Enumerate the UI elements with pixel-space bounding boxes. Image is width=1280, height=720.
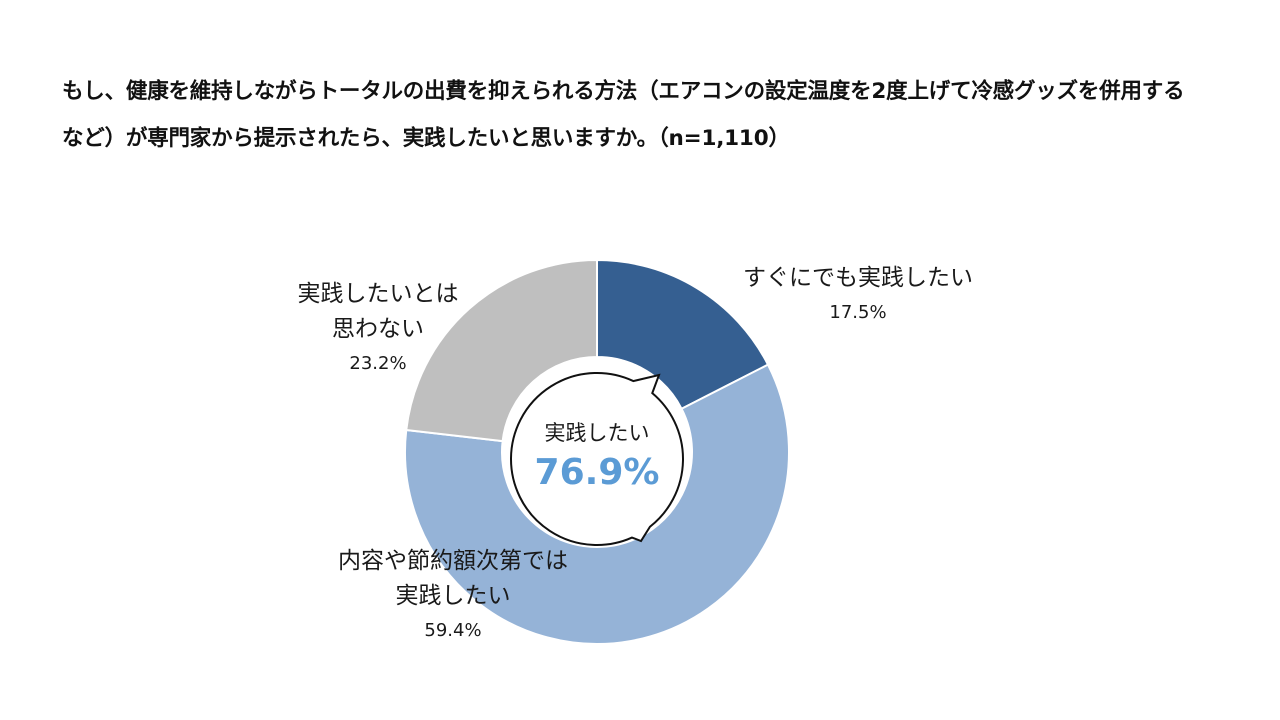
center-callout: 実践したい 76.9% bbox=[510, 372, 684, 546]
slice-not-practice bbox=[405, 258, 598, 443]
center-value: 76.9% bbox=[535, 452, 660, 493]
slice-not-practice-label: 実践したいとは思わない 23.2% bbox=[298, 281, 459, 374]
slice-not-practice-name-line: 実践したいとは bbox=[298, 281, 459, 307]
slice-immediately-label: すぐにでも実践したい 17.5% bbox=[743, 265, 973, 323]
slice-depends-value-label: 59.4% bbox=[424, 620, 481, 641]
center-caption: 実践したい bbox=[545, 421, 650, 445]
center-callout-bubble bbox=[510, 372, 684, 546]
slice-depends bbox=[404, 363, 790, 645]
slice-not-practice-value-label: 23.2% bbox=[349, 353, 406, 374]
slice-labels: すぐにでも実践したい 17.5%内容や節約額次第では実践したい 59.4%実践したい… bbox=[298, 265, 974, 641]
donut-slices bbox=[404, 258, 790, 645]
slice-depends-label: 内容や節約額次第では実践したい 59.4% bbox=[338, 548, 568, 641]
slice-depends-name-line: 内容や節約額次第では bbox=[338, 548, 568, 574]
slice-immediately-name-line: すぐにでも実践したい bbox=[743, 265, 973, 291]
chart-title-line-1: もし、健康を維持しながらトータルの出費を抑えられる方法（エアコンの設定温度を2度… bbox=[62, 79, 1185, 104]
slice-not-practice-name-line: 思わない bbox=[332, 316, 424, 342]
slice-immediately bbox=[596, 258, 770, 411]
chart-title: もし、健康を維持しながらトータルの出費を抑えられる方法（エアコンの設定温度を2度… bbox=[62, 68, 1252, 162]
chart-title-line-2: など）が専門家から提示されたら、実践したいと思いますか。（n=1,110） bbox=[62, 126, 790, 151]
slice-depends-name-line: 実践したい bbox=[396, 583, 511, 609]
slice-immediately-value-label: 17.5% bbox=[829, 302, 886, 323]
